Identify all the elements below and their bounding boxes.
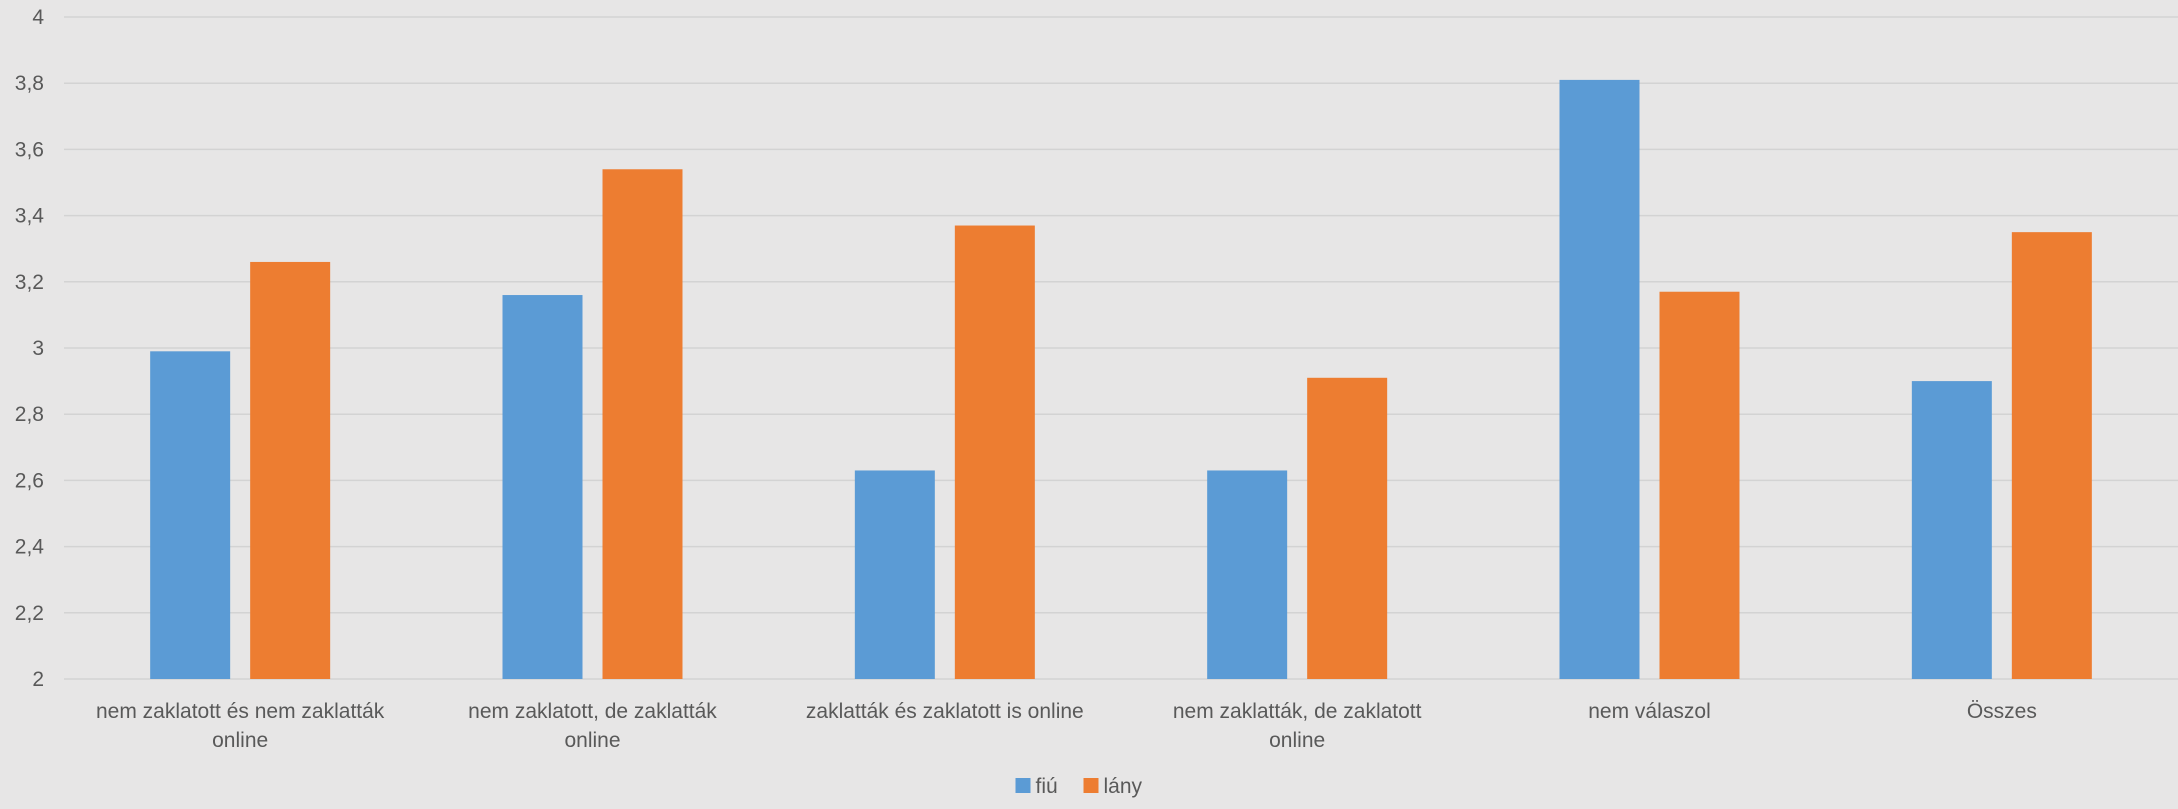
legend: fiú lány: [1015, 775, 1143, 798]
bar-lány-2: [954, 225, 1035, 679]
y-tick-label: 2: [32, 668, 44, 691]
bar-lány-5: [2011, 232, 2092, 679]
y-tick-label: 3: [32, 337, 44, 360]
bars: [150, 79, 2092, 679]
legend-swatch: [1083, 778, 1099, 793]
x-category-label: zaklatták és zaklatott is online: [806, 700, 1084, 723]
y-tick-label: 2,2: [15, 602, 44, 625]
y-tick-label: 3,4: [15, 205, 45, 228]
y-tick-label: 4: [32, 6, 44, 29]
x-category-label: Összes: [1967, 700, 2037, 723]
bar-fiú-1: [502, 295, 583, 679]
x-axis-category-labels: nem zaklatott és nem zaklatták online nem …: [96, 700, 2037, 752]
bar-fiú-3: [1207, 470, 1288, 679]
y-tick-label: 3,8: [15, 72, 44, 95]
legend-label: fiú: [1036, 775, 1058, 798]
bar-lány-0: [250, 261, 331, 679]
gridlines: [64, 16, 2178, 680]
legend-item-lány: lány: [1083, 775, 1143, 798]
x-category-label: nem zaklatott, de zaklatták online: [468, 700, 717, 752]
bar-lány-1: [602, 169, 683, 679]
x-category-label: nem zaklatott és nem zaklatták online: [96, 700, 385, 752]
y-tick-label: 3,2: [15, 271, 44, 294]
x-category-label: nem zaklatták, de zaklatott online: [1173, 700, 1422, 752]
bar-lány-4: [1659, 291, 1740, 679]
legend-swatch: [1015, 778, 1031, 793]
y-axis-tick-labels: 2 2,2 2,4 2,6 2,8 3 3,2 3,4 3,6 3,8 4: [15, 6, 45, 691]
bar-fiú-4: [1559, 79, 1640, 679]
bar-fiú-0: [150, 351, 231, 679]
legend-item-fiú: fiú: [1015, 775, 1058, 798]
legend-label: lány: [1104, 775, 1143, 798]
y-tick-label: 2,6: [15, 469, 44, 492]
y-tick-label: 2,8: [15, 403, 44, 426]
bar-fiú-2: [854, 470, 935, 679]
bar-fiú-5: [1911, 381, 1992, 679]
bar-lány-3: [1307, 377, 1388, 679]
y-tick-label: 2,4: [15, 536, 45, 559]
x-category-label: nem válaszol: [1588, 700, 1711, 723]
y-tick-label: 3,6: [15, 138, 44, 161]
